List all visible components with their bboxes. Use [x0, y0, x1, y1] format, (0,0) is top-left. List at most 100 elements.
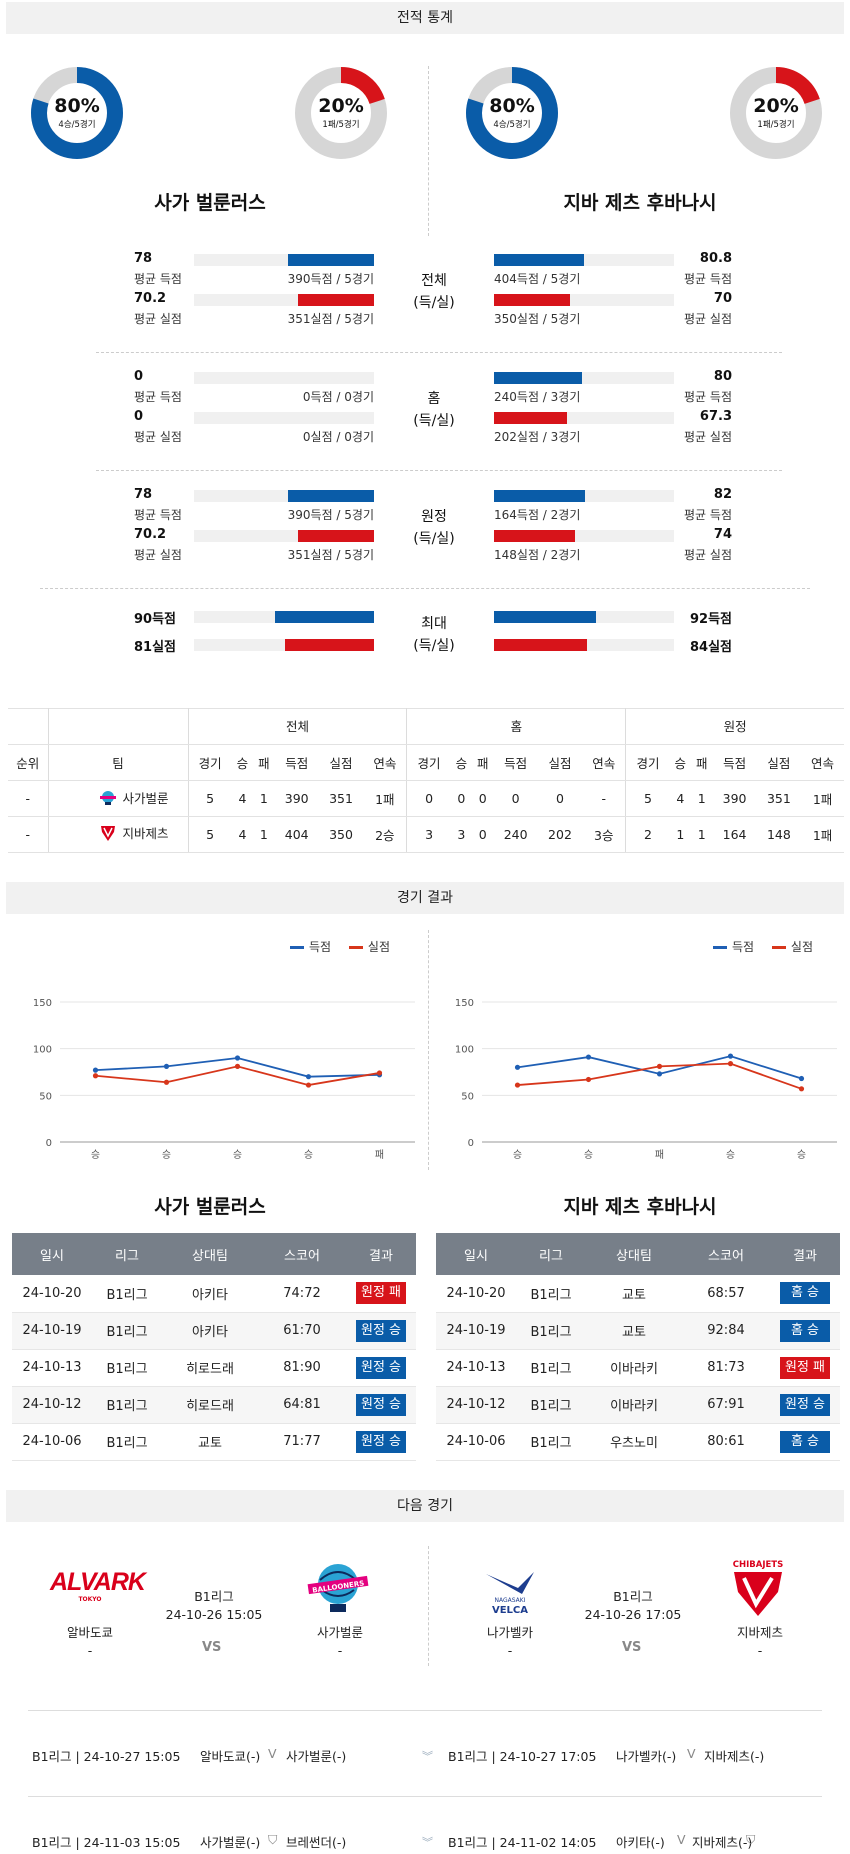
stat-cell: 350: [318, 816, 364, 853]
section-header-next: 다음 경기: [6, 1490, 844, 1522]
standings-group-row: 전체 홈 원정: [8, 708, 844, 745]
next-home-dash: -: [507, 1643, 513, 1658]
chevron-down-icon[interactable]: ︾: [422, 1836, 433, 1849]
stat-cell: 202: [537, 816, 583, 853]
results-result-cell: 홈 승: [770, 1423, 840, 1461]
col-header: 실점: [756, 744, 802, 781]
donut-percent: 80%: [54, 95, 100, 117]
col-header: 패: [253, 744, 275, 781]
stat-cell: 0: [472, 780, 494, 817]
team-name: 지바제츠: [122, 826, 169, 841]
chibajets-icon: [100, 826, 115, 841]
chart-left-legend: 득점 실점: [290, 938, 390, 955]
stat-category: 최대: [421, 616, 447, 632]
results-date: 24-10-19: [12, 1312, 92, 1350]
stat-value: 78: [134, 487, 153, 502]
y-tick-label: 0: [468, 1138, 474, 1149]
y-tick-label: 50: [39, 1091, 52, 1102]
fixture-home: 나가벨카(-): [616, 1749, 677, 1764]
stat-value: 78: [134, 251, 153, 266]
stat-cell: 0: [406, 780, 451, 817]
results-col-header: 리그: [516, 1233, 586, 1275]
legend-conceded: 실점: [790, 940, 814, 954]
col-header: 경기: [188, 744, 232, 781]
stat-cell: 0: [450, 780, 473, 817]
col-header: 승: [231, 744, 254, 781]
stat-cell: 1패: [363, 780, 408, 817]
legend-score: 득점: [732, 940, 755, 954]
stat-value: 0: [134, 409, 144, 424]
stat-cell: 1패: [801, 816, 844, 853]
results-row: 24-10-20 B1리그 교토 68:57 홈 승: [436, 1275, 840, 1313]
data-point: [585, 1054, 592, 1060]
chevron-down-icon[interactable]: ︾: [422, 1750, 433, 1763]
win-rate-donut: 80% 4승/5경기: [465, 66, 559, 160]
legend-score: 득점: [309, 940, 332, 954]
stat-label: 평균 실점: [134, 548, 182, 562]
stat-total: 0득점 / 0경기: [302, 390, 374, 404]
shield-icon: ⛉: [746, 1832, 756, 1847]
data-point: [585, 1076, 592, 1083]
stat-category-sub: (득/실): [413, 531, 455, 547]
donut-subtext: 1패/5경기: [322, 120, 360, 130]
results-result-cell: 원정 승: [346, 1423, 416, 1461]
stat-value: 80: [713, 369, 732, 384]
results-row: 24-10-20 B1리그 아키타 74:72 원정 패: [12, 1275, 416, 1313]
results-league: B1리그: [92, 1423, 162, 1461]
stat-value: 80.8: [699, 251, 732, 266]
fixture-info: B1리그 | 24-11-02 14:05: [448, 1835, 597, 1850]
stat-label: 평균 실점: [684, 430, 732, 444]
results-score: 61:70: [258, 1312, 346, 1350]
stat-bar: [494, 639, 587, 651]
team-cell: 지바제츠: [48, 816, 189, 853]
standings-table: 전체 홈 원정 순위 팀 경기 승 패 득점 실점 연속 경기 승 패 득점 실점 연속 경기 승 패 득점 실점 연…: [8, 708, 844, 853]
stat-bar: [494, 530, 575, 542]
stat-cell: 2승: [363, 816, 408, 853]
data-point: [514, 1082, 521, 1088]
next-home-dash: -: [87, 1643, 93, 1658]
results-date: 24-10-13: [436, 1349, 516, 1387]
stat-cell: -: [582, 780, 627, 817]
stat-cell: 5: [625, 780, 670, 817]
stat-cell: 2: [625, 816, 670, 853]
stat-cell: 3: [450, 816, 473, 853]
team-logo-alvark: ALVARK TOKYO: [50, 1568, 146, 1603]
col-header: 득점: [493, 744, 538, 781]
win-rate-donut: 80% 4승/5경기: [30, 66, 124, 160]
next-datetime: 24-10-26 15:05: [165, 1607, 263, 1622]
donut-percent: 20%: [753, 95, 799, 117]
legend-conceded: 실점: [367, 940, 391, 954]
center-divider: [428, 66, 429, 236]
stat-cell: 1패: [801, 780, 844, 817]
team-cell: 사가벌룬: [48, 780, 189, 817]
stat-total: 404득점 / 5경기: [494, 272, 581, 286]
donut-subtext: 4승/5경기: [493, 120, 531, 130]
y-tick-label: 0: [46, 1138, 52, 1149]
fixture-info: B1리그 | 24-11-03 15:05: [32, 1835, 181, 1850]
stat-bar: [494, 294, 570, 306]
results-table-left: 일시 리그 상대팀 스코어 결과 24-10-20 B1리그 아키타 74:72 원정 패 24-1…: [12, 1233, 416, 1461]
results-date: 24-10-06: [12, 1423, 92, 1461]
stat-total: 148실점 / 2경기: [494, 548, 581, 562]
y-tick-label: 150: [33, 998, 52, 1009]
stat-cell: 1: [691, 816, 713, 853]
results-league: B1리그: [92, 1349, 162, 1387]
results-col-header: 결과: [346, 1233, 416, 1275]
results-opp: 이바라키: [586, 1386, 682, 1424]
data-point: [727, 1061, 734, 1067]
results-opp: 교토: [586, 1312, 682, 1350]
x-tick-label: 승: [162, 1149, 171, 1161]
data-point: [92, 1067, 99, 1073]
data-point: [305, 1082, 312, 1088]
stat-cell: 4: [669, 780, 691, 817]
stat-total: 350실점 / 5경기: [494, 312, 581, 326]
results-date: 24-10-12: [436, 1386, 516, 1424]
results-date: 24-10-19: [436, 1312, 516, 1350]
stat-cell: 3승: [582, 816, 627, 853]
stat-value: 70.2: [134, 527, 167, 542]
results-col-header: 일시: [12, 1233, 92, 1275]
results-league: B1리그: [516, 1423, 586, 1461]
chibajets-logo-text: CHIBAJETS: [733, 1560, 783, 1570]
stat-cell: 0: [472, 816, 494, 853]
donut-percent: 20%: [318, 95, 364, 117]
